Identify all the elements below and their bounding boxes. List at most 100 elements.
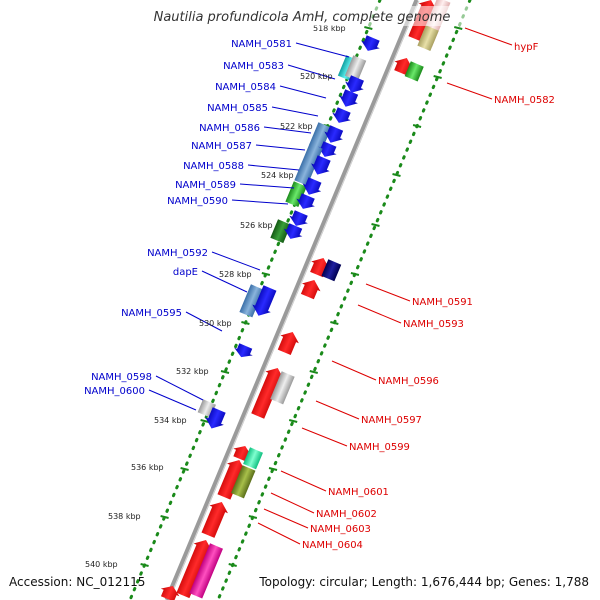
gene-feature[interactable] — [308, 154, 333, 178]
gene-feature[interactable] — [232, 342, 255, 361]
tick-mark — [241, 321, 250, 325]
gene-feature[interactable] — [300, 176, 325, 198]
gene-feature[interactable] — [315, 140, 339, 161]
leader-line — [257, 522, 301, 545]
tick-label: 528 kbp — [219, 270, 252, 279]
tick-label: 526 kbp — [240, 221, 273, 230]
gene-feature[interactable] — [270, 371, 295, 405]
tick-label: 522 kbp — [280, 122, 313, 131]
gene-label-namh-0601[interactable]: NAMH_0601 — [328, 487, 389, 498]
leader-line — [201, 270, 248, 293]
leader-line — [239, 183, 295, 189]
tick-label: 518 kbp — [313, 24, 346, 33]
leader-line — [270, 492, 315, 514]
title-backdrop — [140, 6, 470, 26]
gene-feature[interactable] — [158, 582, 182, 600]
gene-feature[interactable] — [275, 328, 302, 356]
gene-label-namh-0599[interactable]: NAMH_0599 — [349, 442, 410, 453]
gene-feature[interactable] — [298, 276, 323, 300]
gene-label-namh-0582[interactable]: NAMH_0582 — [494, 95, 555, 106]
gene-feature[interactable] — [270, 219, 291, 244]
gene-label-namh-0598[interactable]: NAMH_0598 — [91, 372, 152, 383]
tick-mark — [330, 321, 339, 325]
gene-feature[interactable] — [249, 284, 279, 319]
gene-feature[interactable] — [189, 543, 223, 599]
gene-label-namh-0583[interactable]: NAMH_0583 — [223, 61, 284, 72]
gene-feature[interactable] — [281, 222, 305, 243]
gene-feature[interactable] — [294, 143, 323, 186]
tick-mark — [364, 26, 373, 30]
gene-feature[interactable] — [404, 61, 424, 82]
leader-line — [357, 304, 402, 324]
gene-label-namh-0592[interactable]: NAMH_0592 — [147, 248, 208, 259]
leader-line — [247, 164, 300, 171]
tick-mark — [288, 419, 298, 423]
gene-feature[interactable] — [344, 55, 367, 81]
gene-label-dape[interactable]: dapE — [173, 267, 198, 278]
gene-feature[interactable] — [287, 209, 311, 230]
gene-label-namh-0600[interactable]: NAMH_0600 — [84, 386, 145, 397]
leader-line — [271, 106, 319, 117]
gene-label-namh-0604[interactable]: NAMH_0604 — [302, 540, 363, 551]
gene-label-namh-0603[interactable]: NAMH_0603 — [310, 524, 371, 535]
gene-feature[interactable] — [215, 456, 249, 501]
gene-label-namh-0585[interactable]: NAMH_0585 — [207, 103, 268, 114]
tick-mark — [268, 467, 278, 471]
gene-feature[interactable] — [239, 284, 264, 318]
gene-label-namh-0597[interactable]: NAMH_0597 — [361, 415, 422, 426]
leader-line — [255, 144, 306, 151]
gene-feature[interactable] — [330, 106, 354, 127]
leader-line — [279, 85, 327, 99]
gene-feature[interactable] — [417, 25, 439, 51]
gene-label-namh-0602[interactable]: NAMH_0602 — [316, 509, 377, 520]
tick-mark — [371, 223, 380, 227]
gene-feature[interactable] — [342, 74, 367, 96]
gene-feature[interactable] — [321, 259, 342, 282]
leader-line — [315, 400, 360, 420]
leader-line — [464, 27, 513, 46]
gene-label-namh-0590[interactable]: NAMH_0590 — [167, 196, 228, 207]
reverse-gene-labels: hypF NAMH_0582 NAMH_0591 NAMH_0593 NAMH_… — [302, 42, 555, 551]
gene-feature[interactable] — [359, 34, 383, 55]
tick-mark — [453, 26, 463, 30]
gene-label-namh-0596[interactable]: NAMH_0596 — [378, 376, 439, 387]
gene-feature[interactable] — [230, 465, 256, 499]
tick-label: 530 kbp — [199, 319, 232, 328]
leader-line — [301, 427, 348, 447]
tick-label: 536 kbp — [131, 463, 164, 472]
gene-feature[interactable] — [248, 364, 286, 420]
leader-line — [331, 360, 377, 381]
tick-label: 524 kbp — [261, 171, 294, 180]
gene-label-hypf[interactable]: hypF — [514, 42, 539, 53]
leader-line — [263, 126, 312, 134]
gene-feature[interactable] — [199, 498, 231, 539]
gene-feature[interactable] — [174, 536, 216, 599]
gene-feature[interactable] — [243, 447, 263, 470]
tick-mark — [160, 515, 169, 519]
tick-mark — [248, 515, 258, 519]
gene-label-namh-0587[interactable]: NAMH_0587 — [191, 141, 252, 152]
gene-label-namh-0584[interactable]: NAMH_0584 — [215, 82, 276, 93]
gene-feature[interactable] — [202, 406, 228, 432]
tick-label: 538 kbp — [108, 512, 141, 521]
gene-feature[interactable] — [309, 122, 332, 150]
tick-mark — [220, 370, 230, 374]
gene-label-namh-0586[interactable]: NAMH_0586 — [199, 123, 260, 134]
tick-mark — [140, 563, 149, 567]
gene-label-namh-0589[interactable]: NAMH_0589 — [175, 180, 236, 191]
gene-label-namh-0581[interactable]: NAMH_0581 — [231, 39, 292, 50]
gene-feature[interactable] — [336, 88, 361, 110]
tick-mark — [433, 75, 442, 79]
tick-mark — [261, 272, 271, 276]
gene-feature[interactable] — [285, 181, 307, 207]
gene-feature[interactable] — [321, 124, 346, 146]
gene-label-namh-0588[interactable]: NAMH_0588 — [183, 161, 244, 172]
gene-feature[interactable] — [294, 192, 318, 213]
gene-label-namh-0595[interactable]: NAMH_0595 — [121, 308, 182, 319]
topology-text: Topology: circular; Length: 1,676,444 bp… — [258, 575, 589, 589]
gene-label-namh-0593[interactable]: NAMH_0593 — [403, 319, 464, 330]
tick-label: 532 kbp — [176, 367, 209, 376]
tick-mark — [180, 467, 189, 471]
gene-label-namh-0591[interactable]: NAMH_0591 — [412, 297, 473, 308]
tick-label: 520 kbp — [300, 72, 333, 81]
